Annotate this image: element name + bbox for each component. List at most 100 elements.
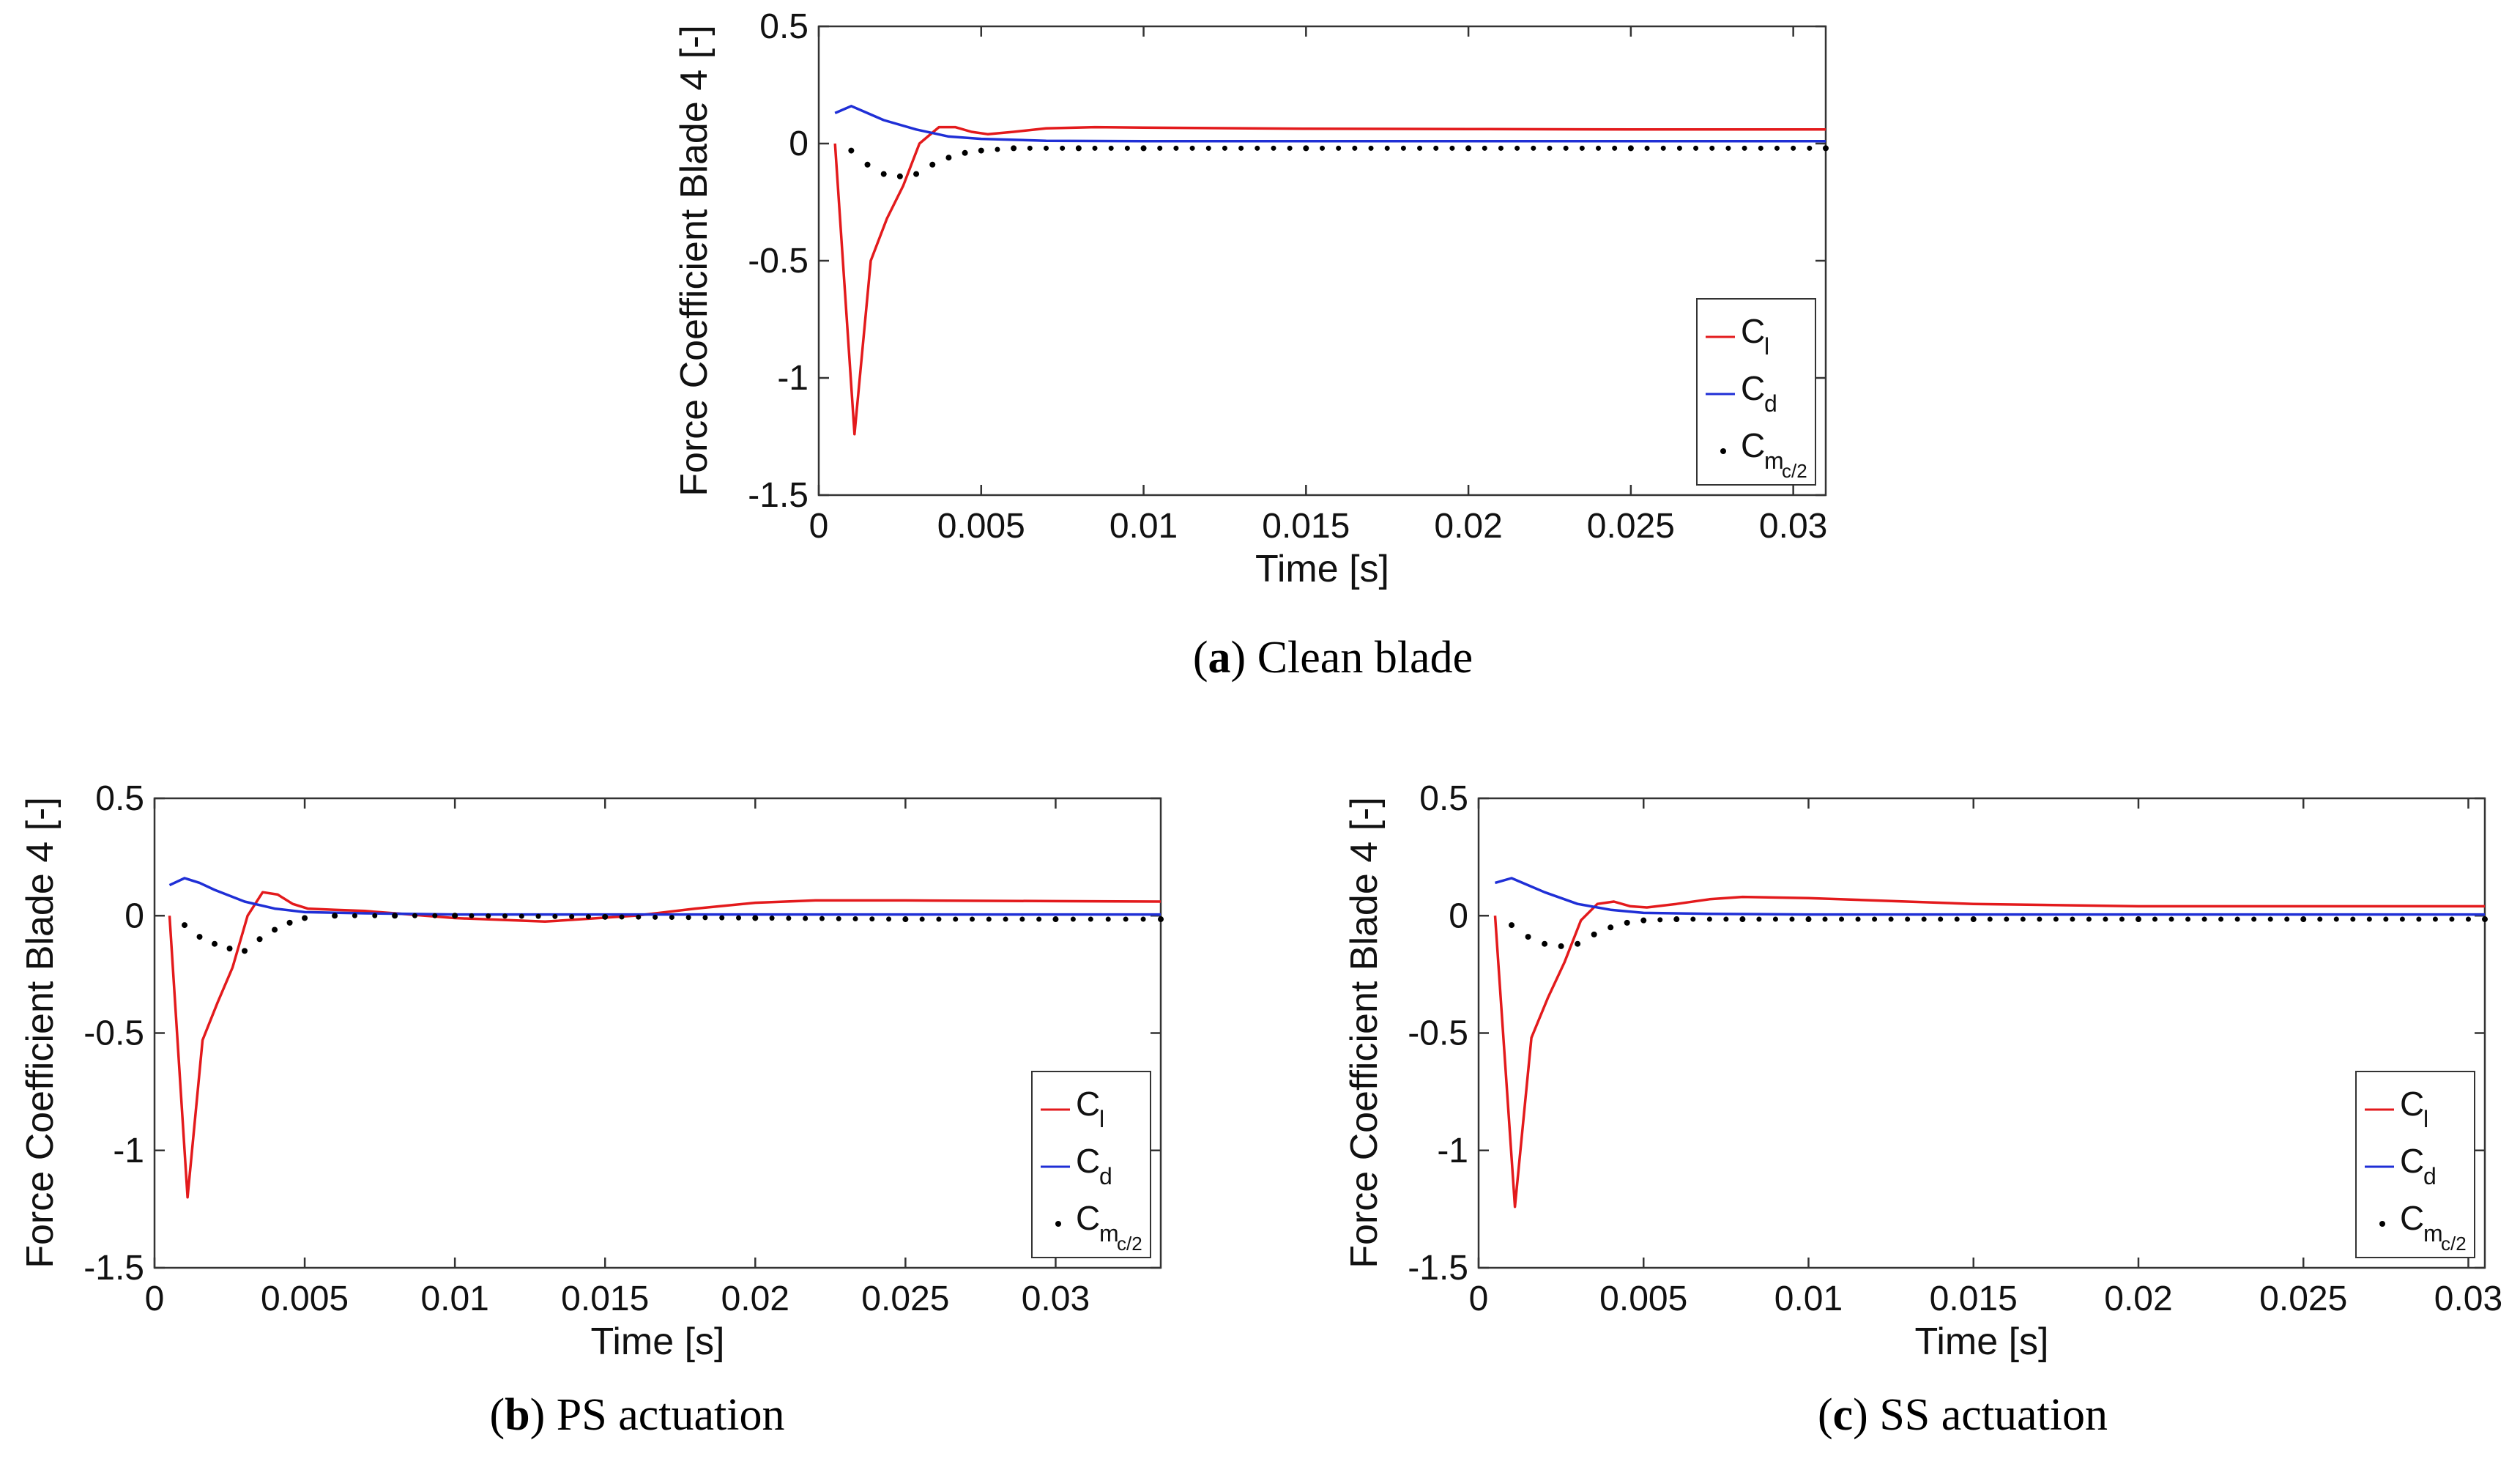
- legend-cd-label: C: [1741, 369, 1765, 407]
- cm-dot: [2218, 916, 2224, 922]
- cm-point: [1011, 145, 1017, 152]
- cm-dot: [2251, 916, 2257, 922]
- caption-text: SS actuation: [1879, 1390, 2108, 1440]
- cm-dot: [1060, 145, 1066, 151]
- cm-dot: [2366, 916, 2372, 922]
- cm-dot: [1336, 145, 1342, 151]
- cm-dot: [2086, 916, 2092, 922]
- x-tick-label: 0.005: [261, 1280, 349, 1318]
- legend-cm-marker: [1055, 1221, 1061, 1227]
- cm-point: [226, 946, 233, 952]
- cm-dot: [1433, 145, 1439, 151]
- cm-point: [1627, 145, 1634, 152]
- series-cd: [1495, 877, 2485, 916]
- cm-dot: [2168, 916, 2174, 922]
- cm-point: [752, 915, 759, 921]
- cd-line: [168, 877, 1161, 916]
- cm-point: [1052, 916, 1059, 923]
- cm-point: [1140, 145, 1147, 152]
- cm-dot: [2070, 916, 2075, 922]
- cm-dot: [1822, 916, 1828, 922]
- cm-point: [1624, 919, 1630, 926]
- y-tick-label: -1: [777, 359, 809, 398]
- cm-dot: [1173, 145, 1179, 151]
- legend-cm-subscript: m: [1099, 1220, 1119, 1247]
- x-tick-label: 0: [145, 1280, 165, 1318]
- panel-caption: (a) Clean blade: [1193, 633, 1473, 683]
- cm-point: [1805, 916, 1812, 923]
- cm-dot: [1758, 145, 1763, 151]
- cm-dot: [1987, 916, 1993, 922]
- cl-line: [833, 125, 1826, 436]
- cm-dot: [1706, 916, 1712, 922]
- legend-cm-subscript: m: [2423, 1220, 2443, 1247]
- cm-dot: [1938, 916, 1944, 922]
- cm-dot: [2152, 916, 2158, 922]
- cm-dot: [1027, 145, 1033, 151]
- y-tick-label: -0.5: [748, 242, 809, 281]
- caption-paren-open: (: [490, 1390, 505, 1440]
- y-tick-label: 0: [124, 896, 144, 935]
- cm-point: [978, 147, 984, 154]
- cm-dot: [1772, 916, 1778, 922]
- y-tick-label: -0.5: [83, 1014, 144, 1053]
- cm-dot: [1105, 916, 1111, 922]
- cm-dot: [1644, 145, 1650, 151]
- cd-line: [1495, 877, 2485, 916]
- cm-point: [1465, 145, 1472, 152]
- cm-dot: [1791, 145, 1796, 151]
- cm-dot: [1222, 145, 1227, 151]
- cm-dot: [619, 914, 625, 920]
- cm-dot: [886, 916, 892, 922]
- cm-point: [945, 155, 952, 161]
- cm-point: [1558, 943, 1564, 949]
- cm-point: [1823, 145, 1829, 152]
- y-axis-label: Force Coefficient Blade 4 [-]: [19, 797, 62, 1269]
- caption-paren-open: (: [1818, 1390, 1833, 1440]
- cm-point: [452, 913, 458, 919]
- cm-point: [212, 940, 218, 947]
- panel-a-clean-blade: 0.50-0.5-1-1.50 0.005 0.01 0.015 0.02 0.025 0.…: [673, 7, 1829, 683]
- cm-dot: [1657, 917, 1663, 923]
- x-axis-label: Time [s]: [1915, 1321, 2049, 1363]
- cm-dot: [736, 915, 742, 921]
- series-cl: [1493, 895, 2485, 1208]
- cm-dot: [2383, 916, 2389, 922]
- cm-point: [1303, 145, 1309, 152]
- cm-dot: [1088, 916, 1093, 922]
- x-tick-label: 0.01: [1110, 507, 1178, 546]
- x-tick-label: 0.01: [420, 1280, 488, 1318]
- cm-dot: [1124, 145, 1130, 151]
- cm-point: [2300, 916, 2307, 923]
- cm-dot: [1888, 916, 1894, 922]
- cm-dot: [1368, 145, 1374, 151]
- cm-point: [913, 171, 920, 177]
- x-tick-label: 0.03: [2434, 1280, 2502, 1318]
- x-tick-label: 0.015: [1262, 507, 1350, 546]
- cm-dot: [636, 914, 642, 920]
- cm-dot: [552, 913, 558, 919]
- caption-paren-close: ): [1853, 1390, 1879, 1440]
- cm-dot: [1482, 145, 1487, 151]
- cm-dot: [1070, 916, 1076, 922]
- cm-dot: [1839, 916, 1845, 922]
- cm-dot: [953, 916, 959, 922]
- cm-dot: [1954, 916, 1960, 922]
- legend-cl-label: C: [2400, 1085, 2424, 1123]
- cm-dot: [1723, 916, 1729, 922]
- cm-point: [896, 173, 903, 179]
- cm-dot: [669, 915, 674, 921]
- cm-dot: [1352, 145, 1358, 151]
- cm-dot: [869, 916, 875, 922]
- cm-point: [1158, 916, 1164, 923]
- legend-cd-subscript: d: [2423, 1163, 2437, 1189]
- x-axis-label: Time [s]: [1255, 548, 1389, 590]
- cm-dot: [1742, 145, 1747, 151]
- cm-point: [2482, 916, 2488, 923]
- cm-dot: [919, 916, 925, 922]
- cm-dot: [719, 915, 725, 921]
- cm-point: [1075, 145, 1082, 152]
- cm-point: [286, 919, 293, 926]
- y-tick-label: 0: [1449, 896, 1468, 935]
- cm-dot: [1872, 916, 1878, 922]
